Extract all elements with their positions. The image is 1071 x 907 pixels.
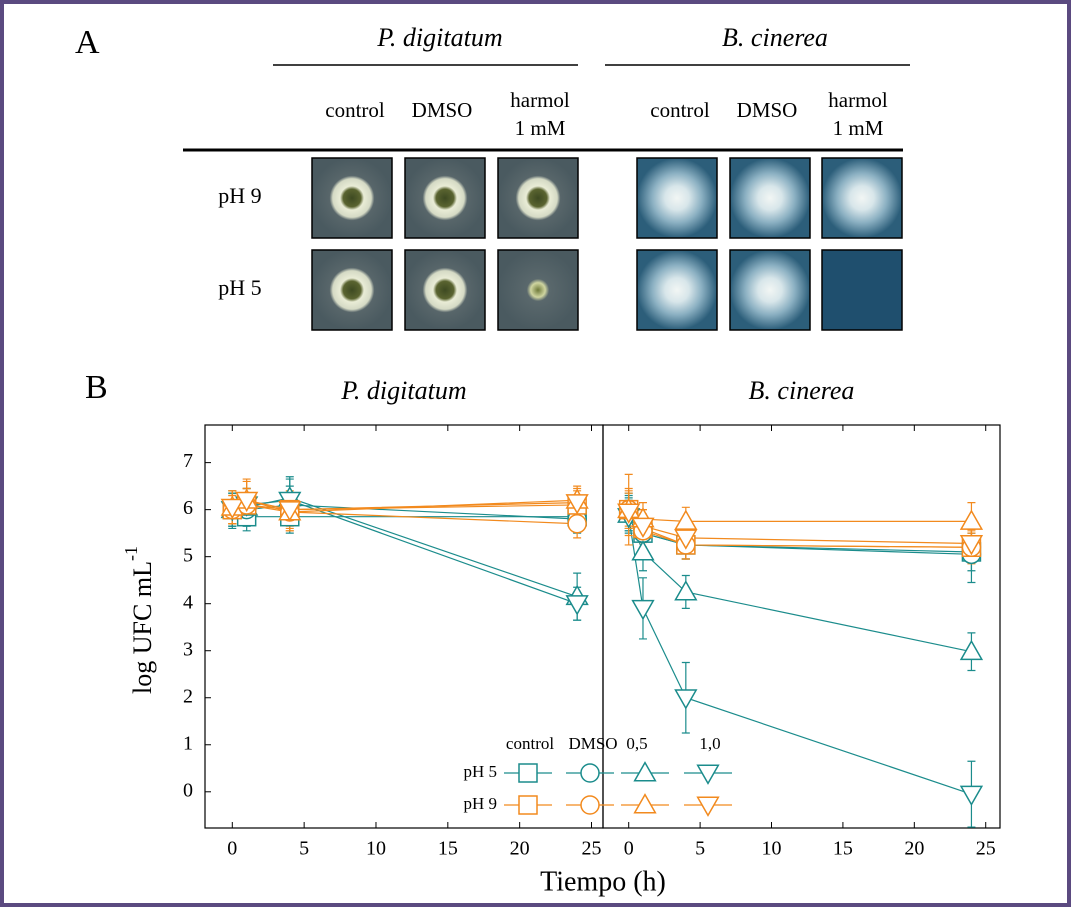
- column-label: control: [650, 98, 710, 122]
- x-tick-label: 15: [833, 838, 853, 860]
- plate-image: [729, 157, 811, 239]
- x-tick-label: 20: [510, 838, 530, 860]
- marker: [565, 494, 589, 515]
- chart-title: B. cinerea: [749, 376, 855, 405]
- legend-column: DMSO: [568, 734, 617, 753]
- marker: [631, 517, 655, 538]
- marker: [567, 514, 587, 534]
- plate-image: [821, 157, 903, 239]
- marker: [518, 795, 538, 815]
- x-tick-label: 25: [976, 838, 996, 860]
- marker: [674, 509, 698, 530]
- y-axis-label: log UFC mL-1: [121, 546, 157, 694]
- marker: [959, 639, 984, 661]
- series-line: [628, 516, 972, 795]
- column-label: harmol: [828, 88, 888, 112]
- x-tick-label: 5: [299, 838, 309, 860]
- marker: [674, 580, 698, 601]
- marker: [580, 795, 600, 815]
- y-tick-label: 0: [183, 779, 193, 801]
- panel-label: A: [75, 24, 100, 61]
- marker: [220, 498, 244, 520]
- x-tick-label: 0: [624, 838, 634, 860]
- group-title: B. cinerea: [722, 23, 828, 52]
- column-label: control: [325, 98, 385, 122]
- marker: [631, 599, 655, 621]
- x-tick-label: 20: [904, 838, 924, 860]
- row-label: pH 9: [218, 183, 261, 208]
- marker: [235, 491, 259, 513]
- x-axis-label: Tiempo (h): [540, 866, 666, 897]
- y-tick-label: 3: [183, 638, 193, 660]
- legend-column: 0,5: [626, 734, 647, 753]
- y-axis-label-text: log UFC mL: [128, 561, 157, 694]
- marker: [959, 785, 984, 807]
- column-label: 1 mM: [515, 116, 566, 140]
- marker: [674, 689, 698, 710]
- plate-image: [729, 249, 811, 331]
- plate-image: [311, 249, 393, 331]
- panel-label: B: [85, 369, 108, 406]
- chart-title: P. digitatum: [340, 376, 466, 405]
- plate-image: [497, 249, 579, 331]
- marker: [631, 540, 655, 561]
- marker: [518, 763, 538, 783]
- y-tick-label: 5: [183, 544, 193, 566]
- marker: [278, 501, 302, 522]
- x-tick-label: 0: [227, 838, 237, 860]
- y-tick-label: 4: [183, 591, 193, 613]
- legend-row: pH 5: [463, 762, 497, 781]
- x-tick-label: 10: [762, 838, 782, 860]
- row-label: pH 5: [218, 275, 261, 300]
- marker: [633, 793, 657, 814]
- plate-image: [636, 157, 718, 239]
- marker: [633, 761, 657, 782]
- plot-frame: [602, 424, 1001, 829]
- plate-image: [821, 249, 903, 331]
- marker: [565, 595, 589, 616]
- x-tick-label: 5: [695, 838, 705, 860]
- marker: [580, 763, 600, 783]
- y-tick-label: 6: [183, 497, 193, 519]
- y-tick-label: 1: [183, 732, 193, 754]
- x-tick-label: 15: [438, 838, 458, 860]
- marker: [674, 529, 698, 550]
- y-tick-label: 7: [183, 450, 193, 472]
- legend-row: pH 9: [463, 794, 497, 813]
- group-title: P. digitatum: [376, 23, 502, 52]
- legend-column: 1,0: [699, 734, 720, 753]
- plate-image: [497, 157, 579, 239]
- x-tick-label: 10: [366, 838, 386, 860]
- plate-image: [404, 157, 486, 239]
- plate-image: [311, 157, 393, 239]
- x-tick-label: 25: [582, 838, 602, 860]
- marker: [617, 503, 641, 524]
- plate-image: [404, 249, 486, 331]
- legend-column: control: [506, 734, 554, 753]
- marker: [959, 534, 984, 556]
- marker: [696, 764, 720, 785]
- column-label: DMSO: [737, 98, 798, 122]
- column-label: 1 mM: [833, 116, 884, 140]
- y-axis-label-sup: -1: [121, 546, 141, 561]
- column-label: DMSO: [412, 98, 473, 122]
- marker: [696, 796, 720, 817]
- column-label: harmol: [510, 88, 570, 112]
- y-tick-label: 2: [183, 685, 193, 707]
- plate-image: [636, 249, 718, 331]
- marker: [959, 509, 984, 530]
